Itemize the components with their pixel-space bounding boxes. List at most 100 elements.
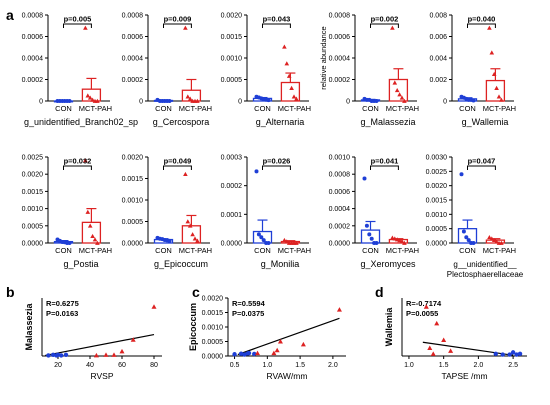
y-tick-label: 0.0010 [22,206,44,213]
x-axis-label: RVSP [91,371,114,381]
y-tick-label: 0.0005 [426,226,448,233]
x-tick-label: 40 [86,362,94,369]
x-tick-label-mct-pah: MCT-PAH [79,246,112,255]
y-tick-label: 0.0004 [329,206,351,213]
y-axis-label: Epicoccum [188,303,198,351]
point-pah [491,237,497,242]
x-tick-label-con: CON [155,246,172,255]
point-con [67,99,72,103]
y-tick-label: 0.0008 [122,13,144,20]
y-tick-label: 0.0015 [202,310,224,317]
y-axis-label: Wallemia [384,307,394,347]
p-value-label: p=0.009 [164,15,192,24]
panel-title: g_unidentified_Branch02_sp [24,117,138,127]
y-tick-label: 0.0004 [22,56,44,63]
point-con [259,235,264,240]
y-tick-label: 0.0002 [329,223,351,230]
stat-label: P=0.0375 [232,309,264,318]
panel-title: g_Alternaria [256,117,305,127]
significance-bracket [467,165,496,170]
point-pah [187,223,193,228]
y-tick-label: 0.0020 [426,183,448,190]
point-con [46,353,51,358]
point-con [59,353,64,358]
point-pah [291,94,297,99]
point-pah [434,320,440,326]
bar-panel-a10: 0.0000 0.0005 0.0010 0.0015 0.0020 0.0025 0.00… [426,155,524,280]
point-con [500,352,505,357]
y-tick-label: 0.006 [429,34,447,41]
panel-title: g_Cercospora [153,117,210,127]
x-axis-label: RVAW/mm [267,371,308,381]
bar-panel-a2: 0 0.0002 0.0004 0.0006 0.0008 CON MCT-PAH p=0.0… [122,13,212,128]
x-tick-label-con: CON [362,246,379,255]
y-tick-label: 0.0020 [22,172,44,179]
point-pah [487,25,492,30]
point-pah [83,25,88,30]
x-tick-label: 1.5 [439,362,449,369]
p-value-label: p=0.032 [64,157,92,166]
panel-title: g__unidentified__ [453,260,517,269]
x-tick-label-mct-pah: MCT-PAH [386,246,419,255]
point-pah [487,234,492,240]
y-tick-label: 0.0010 [221,56,243,63]
panels-layer: 0 0.0002 0.0004 0.0006 0.0008 CON MCT-PAH p=0.0… [22,13,527,381]
point-con [364,223,369,228]
x-tick-label-con: CON [459,246,476,255]
point-pah [499,240,504,245]
point-pah [90,97,95,102]
panel-title: g_Xeromyces [360,259,416,269]
point-con [369,236,374,241]
point-con [510,350,516,355]
point-pah [496,94,502,99]
point-pah [489,236,495,241]
point-pah [192,236,198,241]
bar-panel-a3: 0 0.0005 0.0010 0.0015 0.0020 CON MCT-PAH p=0.0… [221,13,311,128]
stat-label: R=0.6275 [46,299,79,308]
point-pah [392,236,398,241]
point-con [517,351,523,357]
x-tick-label-con: CON [55,246,72,255]
point-con [493,351,498,357]
x-tick-label: 1.0 [404,362,414,369]
y-tick-label: 0.0010 [329,155,351,162]
point-pah [151,304,157,309]
point-pah [494,239,499,244]
y-tick-label: 0.0015 [122,176,144,183]
point-pah [195,98,200,103]
point-pah [294,240,299,245]
regression-line [45,333,155,357]
point-con [466,238,471,243]
panel-title: Plectosphaerellaceae [447,270,524,279]
y-tick-label: 0 [39,99,43,106]
y-tick-label: 0.0005 [221,77,243,84]
y-tick-label: 0.0030 [426,155,448,162]
x-tick-label: 1.5 [295,362,305,369]
point-pah [427,345,433,351]
point-pah [92,237,98,242]
bar-panel-a8: 0.0000 0.0001 0.0002 0.0003 CON MCT-PAH p=0.02… [221,155,311,270]
panel-title: g_Monilia [261,259,300,269]
x-tick-label-mct-pah: MCT-PAH [278,246,311,255]
point-con [63,352,69,358]
p-value-label: p=0.026 [263,157,291,166]
point-pah [430,351,436,356]
point-pah [399,95,405,100]
point-pah [300,341,306,347]
point-pah [85,93,91,98]
bar-panel-a9: 0.0000 0.0002 0.0004 0.0006 0.0008 0.0010 CON M… [329,155,419,270]
x-tick-label: 1.0 [262,362,272,369]
x-tick-label-mct-pah: MCT-PAH [179,104,212,113]
point-pah [489,50,495,55]
panel-title: g_Postia [63,259,98,269]
point-pah [284,61,290,66]
point-pah [289,85,294,90]
point-pah [423,304,429,309]
y-tick-label: 0.0015 [22,189,44,196]
y-tick-label: 0.0010 [202,325,224,332]
point-pah [85,209,91,214]
p-value-label: p=0.005 [64,15,92,24]
x-tick-label-mct-pah: MCT-PAH [79,104,112,113]
point-pah [394,237,400,242]
